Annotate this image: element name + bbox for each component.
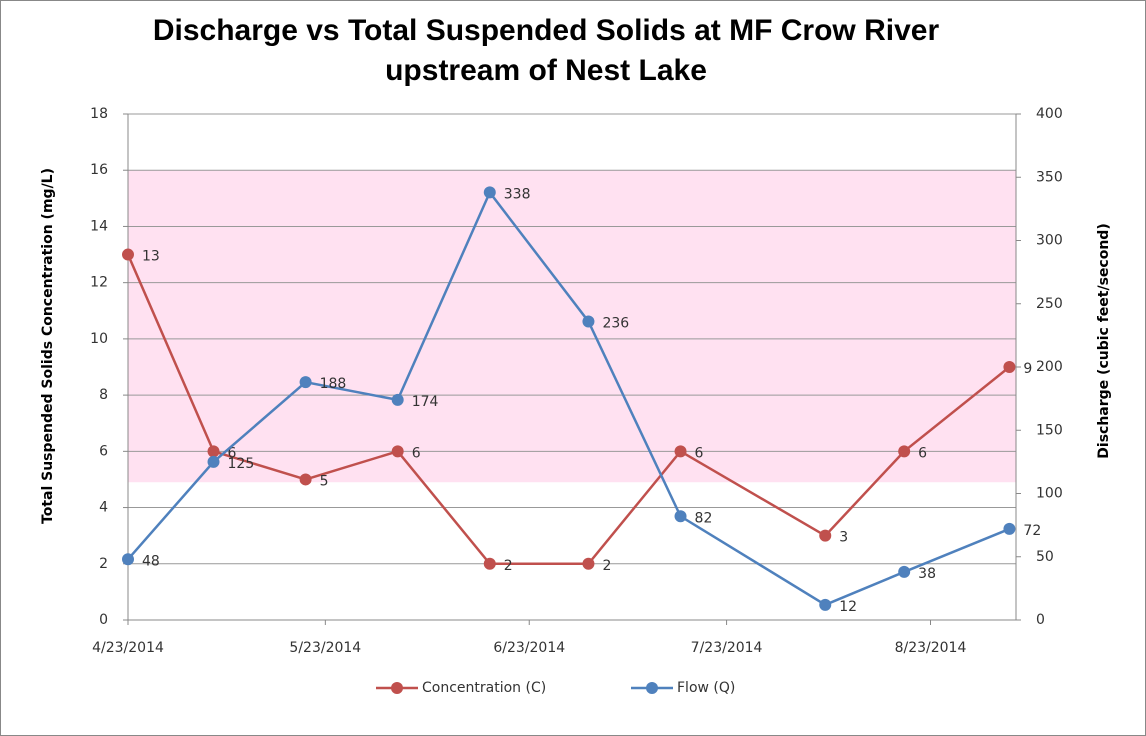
data-point <box>483 557 496 570</box>
data-label: 82 <box>695 510 713 526</box>
data-point <box>207 445 220 458</box>
data-label: 5 <box>320 473 329 489</box>
legend-label: Flow (Q) <box>677 680 735 696</box>
data-point <box>122 248 134 261</box>
y-tick-label: 0 <box>99 612 108 628</box>
y-tick-label: 16 <box>90 162 108 178</box>
data-label: 6 <box>918 445 927 461</box>
series-line <box>127 189 1010 607</box>
data-label: 2 <box>602 558 611 574</box>
chart-title: Discharge vs Total Suspended Solids at M… <box>152 14 940 87</box>
y2-tick-label: 50 <box>1036 549 1054 565</box>
data-point <box>582 315 595 328</box>
data-point <box>391 393 404 406</box>
data-label: 6 <box>412 445 421 461</box>
data-point <box>299 376 312 389</box>
data-point <box>122 553 134 566</box>
y2-tick-label: 200 <box>1036 359 1063 375</box>
data-label: 2 <box>504 558 513 574</box>
legend-label: Concentration (C) <box>422 680 546 696</box>
data-point <box>819 529 832 542</box>
data-label: 9 <box>1023 361 1032 377</box>
data-point <box>299 473 312 486</box>
data-point <box>391 445 404 458</box>
data-label: 13 <box>142 249 160 265</box>
series-line <box>126 254 1011 566</box>
data-point <box>207 455 220 468</box>
data-label: 12 <box>839 599 857 615</box>
data-point <box>898 445 911 458</box>
y-tick-label: 12 <box>90 275 108 291</box>
y-tick-label: 2 <box>99 556 108 572</box>
data-point <box>1003 361 1016 373</box>
data-point <box>674 510 687 523</box>
data-point <box>674 445 687 458</box>
legend-marker <box>646 682 658 694</box>
x-tick-label: 7/23/2014 <box>691 640 763 656</box>
data-point <box>483 186 496 199</box>
data-point <box>898 565 911 578</box>
y2-tick-label: 250 <box>1036 296 1063 312</box>
y-tick-label: 14 <box>90 218 108 234</box>
data-label: 236 <box>602 315 629 331</box>
data-label: 125 <box>228 456 255 472</box>
data-point <box>819 598 832 611</box>
data-label: 72 <box>1023 523 1041 539</box>
data-point <box>582 557 595 570</box>
y-axis-title: Total Suspended Solids Concentration (mg… <box>40 168 56 524</box>
x-tick-label: 5/23/2014 <box>289 640 361 656</box>
data-label: 38 <box>918 566 936 582</box>
y-tick-label: 6 <box>99 443 108 459</box>
y-tick-label: 10 <box>90 331 108 347</box>
data-label: 48 <box>142 553 160 569</box>
y2-axis-title: Discharge (cubic feet/second) <box>1096 223 1112 458</box>
data-label: 174 <box>412 394 439 410</box>
y-tick-label: 8 <box>99 387 108 403</box>
data-label: 3 <box>839 530 848 546</box>
legend-marker <box>391 682 403 694</box>
x-tick-label: 8/23/2014 <box>895 640 967 656</box>
y2-tick-label: 350 <box>1036 169 1063 185</box>
y2-tick-label: 100 <box>1036 486 1063 502</box>
x-tick-label: 6/23/2014 <box>493 640 565 656</box>
data-label: 6 <box>228 445 237 461</box>
y-tick-label: 18 <box>90 106 108 122</box>
y2-tick-label: 150 <box>1036 422 1063 438</box>
y2-tick-label: 400 <box>1036 106 1063 122</box>
y2-tick-label: 300 <box>1036 233 1063 249</box>
x-tick-label: 4/23/2014 <box>92 640 164 656</box>
shaded-band <box>128 170 1016 483</box>
data-point <box>1003 522 1016 535</box>
data-label: 338 <box>504 186 531 202</box>
y-tick-label: 4 <box>99 500 108 516</box>
data-label: 188 <box>320 376 347 392</box>
y2-tick-label: 0 <box>1036 612 1045 628</box>
data-label: 6 <box>695 445 704 461</box>
